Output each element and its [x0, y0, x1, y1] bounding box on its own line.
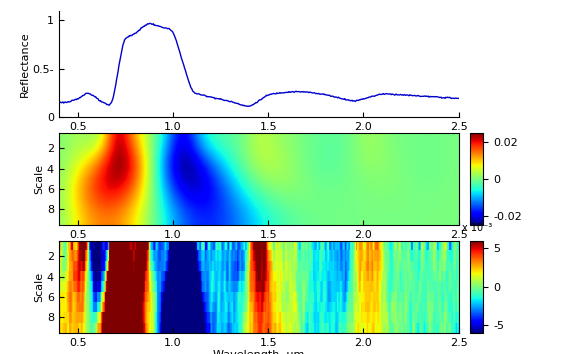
X-axis label: Wavelength, μm: Wavelength, μm [213, 242, 305, 252]
X-axis label: Wavelength, μm: Wavelength, μm [213, 135, 305, 144]
X-axis label: Wavelength, μm: Wavelength, μm [213, 350, 305, 354]
Y-axis label: Reflectance: Reflectance [19, 31, 29, 97]
Y-axis label: Scale: Scale [34, 272, 44, 302]
Y-axis label: Scale: Scale [34, 164, 44, 194]
Text: x 10⁻³: x 10⁻³ [462, 223, 492, 233]
